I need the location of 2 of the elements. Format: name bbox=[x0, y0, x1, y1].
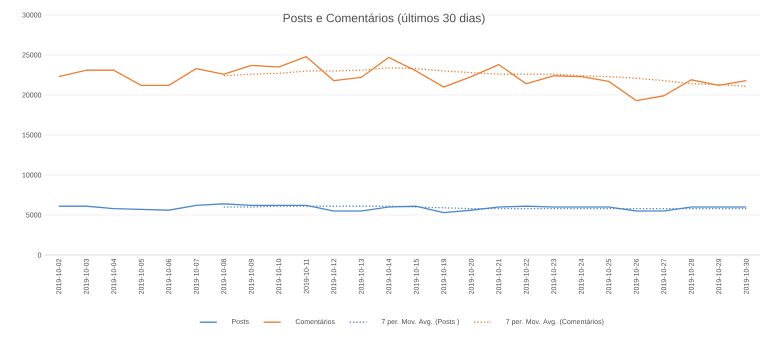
chart-title: Posts e Comentários (últimos 30 dias) bbox=[284, 13, 485, 25]
line-series bbox=[58, 56, 747, 102]
